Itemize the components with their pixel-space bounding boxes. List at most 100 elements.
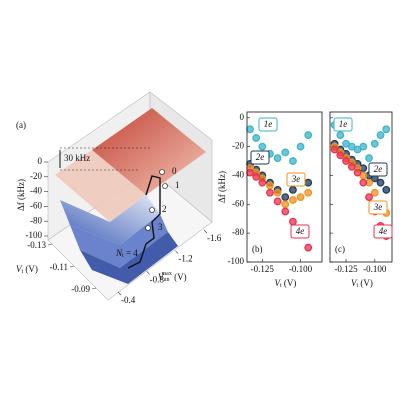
legend-box (373, 224, 393, 239)
legend-box (290, 224, 310, 239)
x-tick-label: -0.125 (334, 264, 358, 274)
x-axis-label: Vt (V) (16, 264, 38, 275)
data-point (281, 207, 290, 216)
label-symbol: V (16, 264, 23, 274)
data-point (289, 185, 297, 194)
y-tick-label: -40 (232, 170, 244, 180)
z-tick-label: -100 (26, 230, 43, 240)
data-point (289, 196, 297, 204)
data-point (376, 178, 385, 187)
panel-label: (b) (252, 244, 263, 254)
data-point (347, 162, 356, 171)
z-tick-label: 0 (38, 156, 43, 166)
data-point (353, 168, 362, 177)
data-point (281, 148, 290, 157)
x-tick-label: -0.100 (289, 264, 313, 274)
data-point (296, 142, 305, 151)
y-tick (146, 271, 150, 275)
step-label: 2 (162, 204, 167, 214)
label-sub: t (122, 253, 124, 259)
data-point (382, 185, 391, 194)
data-point (246, 168, 254, 177)
y-axis-label: Δf (kHz) (217, 171, 227, 203)
data-point (304, 131, 313, 139)
data-point (359, 142, 368, 151)
step-label: 0 (172, 166, 177, 176)
x-tick (69, 265, 75, 268)
legend-label: 4e (379, 226, 388, 236)
panel-label: (c) (335, 244, 345, 254)
label-symbol: V (351, 278, 358, 288)
data-point (336, 131, 345, 139)
z-tick-label: -60 (30, 200, 42, 210)
legend-label: 3e (373, 202, 383, 212)
data-point (281, 200, 290, 209)
legend-box (250, 150, 270, 165)
label-sub: t (280, 283, 282, 289)
x-axis-label: Vt (V) (351, 278, 373, 289)
plot-frame (329, 111, 393, 263)
x-tick (91, 287, 97, 290)
legend-box (368, 200, 388, 215)
data-point (273, 154, 282, 163)
legend-box (286, 172, 306, 187)
scale-bar-label: 30 kHz (64, 153, 90, 163)
data-point (252, 173, 261, 181)
label-symbol: N (115, 248, 123, 258)
data-point (289, 157, 297, 165)
data-point (304, 178, 313, 187)
plot-frame (246, 111, 323, 263)
y-tick-label: 0 (240, 112, 245, 122)
data-point (304, 188, 313, 197)
data-point (258, 178, 267, 187)
z-tick-label: -40 (30, 186, 42, 196)
label-symbol: V (158, 272, 165, 282)
step-label: 3 (158, 222, 163, 232)
label-unit: (V) (282, 278, 297, 288)
y-tick (117, 291, 122, 296)
data-point (266, 188, 274, 197)
y-tick-label: -20 (232, 141, 244, 151)
data-point (370, 139, 379, 148)
step-marker (149, 207, 155, 213)
label-sup: max (162, 271, 172, 277)
legend-label: 4e (296, 226, 305, 236)
legend-label: 1e (339, 119, 348, 129)
step-marker (162, 183, 168, 189)
x-tick (47, 243, 53, 246)
y-tick-label: -0.8 (150, 274, 165, 284)
data-point (342, 157, 350, 165)
z-tick-label: -20 (30, 171, 42, 181)
data-point (258, 142, 267, 151)
data-point (304, 243, 313, 252)
step-marker (145, 225, 151, 231)
data-point (296, 193, 305, 201)
data-point (289, 217, 297, 226)
data-point (273, 188, 282, 197)
x-tick-label: -0.09 (71, 284, 90, 294)
z-axis-label: Δf (kHz) (16, 179, 26, 211)
data-point (281, 193, 290, 201)
data-point (336, 151, 345, 160)
data-point (359, 178, 368, 187)
step-marker (159, 169, 165, 175)
surface-decoration (47, 91, 213, 301)
label-symbol: V (275, 278, 282, 288)
y-axis-label: Vunmax (V) (158, 271, 187, 283)
x-tick-label: -0.125 (251, 264, 275, 274)
y-tick (203, 229, 208, 234)
label-unit: (V) (358, 278, 373, 288)
z-tick-label: -80 (30, 215, 42, 225)
label-sub: t (22, 269, 24, 275)
data-point (382, 125, 391, 134)
legend-box (333, 117, 353, 132)
panel-label: (a) (16, 120, 26, 130)
label-unit: (V) (23, 264, 38, 274)
legend-label: 3e (291, 174, 301, 184)
data-point (273, 197, 282, 206)
data-point (370, 188, 379, 197)
data-point (376, 131, 385, 139)
legend-label: 1e (264, 119, 273, 129)
legend-box (368, 162, 388, 177)
